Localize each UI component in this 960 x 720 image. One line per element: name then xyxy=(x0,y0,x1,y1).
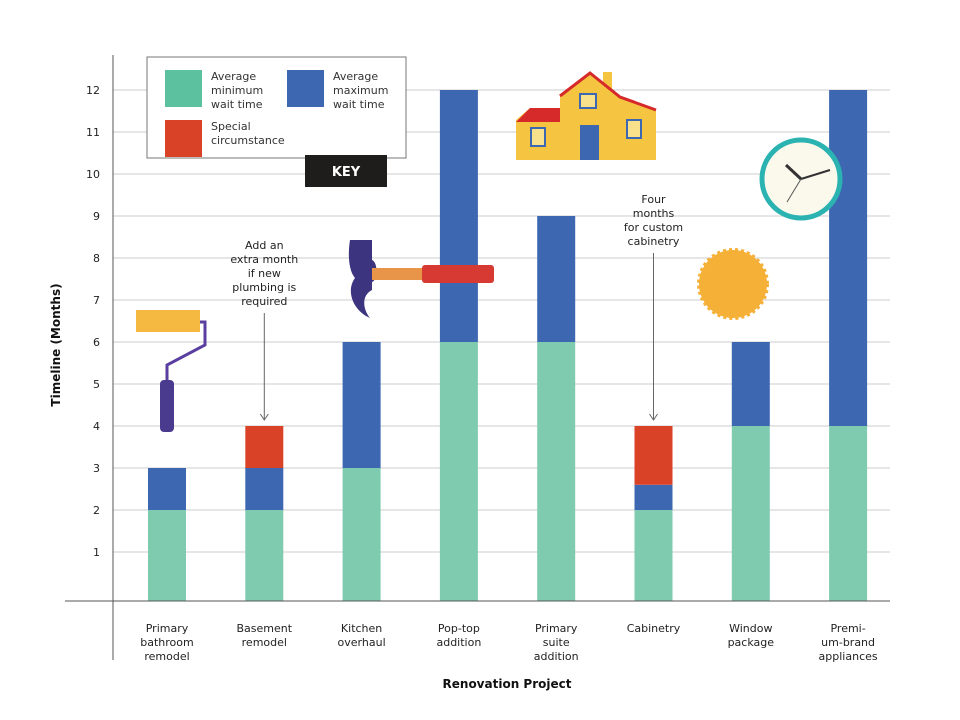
x-tick-labels: Primary bathroom remodel Basement remodel Kit… xyxy=(140,622,878,663)
bar-segment xyxy=(439,342,478,601)
legend-key-badge xyxy=(305,155,387,187)
bar-segment xyxy=(829,90,868,426)
legend: Average minimum wait time Average maximum wai… xyxy=(146,56,407,187)
y-tick-label: 6 xyxy=(93,336,100,349)
legend-label: Special circumstance xyxy=(211,120,285,147)
y-tick-label: 11 xyxy=(86,126,100,139)
bar-segment xyxy=(148,468,186,510)
legend-title: KEY xyxy=(332,165,361,180)
bars xyxy=(148,90,868,601)
annotations: Add an extra month if new plumbing is requir… xyxy=(230,193,683,421)
bar-segment xyxy=(245,510,284,601)
sun-icon xyxy=(697,248,769,320)
annotation-arrowhead xyxy=(649,413,658,421)
bar-segment xyxy=(342,468,381,601)
bar-segment xyxy=(245,426,284,468)
x-tick-label: Cabinetry xyxy=(627,622,681,635)
bar-segment xyxy=(148,510,186,601)
bar-segment xyxy=(829,426,868,601)
x-tick-label: Premi-um-brand appliances xyxy=(819,622,878,663)
annotation-text: Add an extra month if new plumbing is requir… xyxy=(230,239,298,308)
legend-swatch xyxy=(165,70,202,107)
x-tick-label: Window package xyxy=(728,622,775,649)
y-tick-label: 5 xyxy=(93,378,100,391)
annotation-text: Four months for custom cabinetry xyxy=(624,193,683,248)
x-tick-label: Kitchen overhaul xyxy=(338,622,386,649)
x-tick-label: Primary bathroom remodel xyxy=(140,622,193,663)
bar-segment xyxy=(245,468,284,510)
legend-swatch xyxy=(165,120,202,157)
bar-segment xyxy=(731,342,770,426)
bar-segment xyxy=(731,426,770,601)
legend-label: Average maximum wait time xyxy=(333,70,388,111)
bar-segment xyxy=(537,342,576,601)
y-tick-label: 8 xyxy=(93,252,100,265)
y-tick-label: 4 xyxy=(93,420,100,433)
clock-icon xyxy=(759,137,843,221)
bar-segment xyxy=(439,90,478,342)
y-tick-label: 3 xyxy=(93,462,100,475)
annotation-arrowhead xyxy=(259,413,269,421)
y-tick-label: 9 xyxy=(93,210,100,223)
bar-segment xyxy=(634,426,673,485)
bar-segment xyxy=(634,510,673,601)
y-axis-label: Timeline (Months) xyxy=(49,283,63,406)
legend-label: Average minimum wait time xyxy=(211,70,263,111)
hammer-icon xyxy=(348,240,494,318)
x-axis-label: Renovation Project xyxy=(443,677,572,691)
bar-segment xyxy=(634,484,673,510)
legend-swatch xyxy=(287,70,324,107)
y-tick-label: 2 xyxy=(93,504,100,517)
paint-roller-icon xyxy=(136,310,207,432)
y-tick-label: 10 xyxy=(86,168,100,181)
y-tick-label: 7 xyxy=(93,294,100,307)
x-tick-label: Basement remodel xyxy=(237,622,293,649)
x-tick-label: Primary suite addition xyxy=(534,622,579,663)
bar-segment xyxy=(342,342,381,468)
bar-segment xyxy=(537,216,576,342)
y-tick-label: 1 xyxy=(93,546,100,559)
x-tick-label: Pop-top addition xyxy=(436,622,481,649)
y-tick-label: 12 xyxy=(86,84,100,97)
house-icon xyxy=(516,71,657,160)
